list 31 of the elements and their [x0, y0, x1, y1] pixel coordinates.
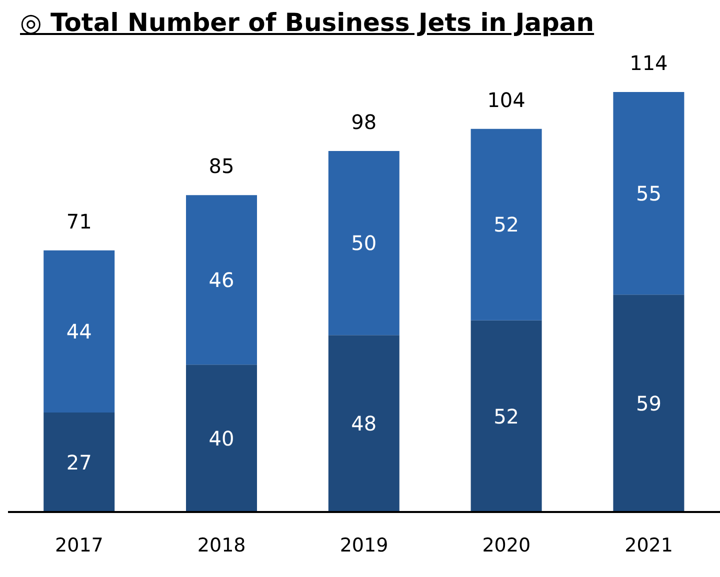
x-tick-label: 2021: [624, 534, 673, 556]
x-tick-label: 2020: [482, 534, 531, 556]
bar: [44, 412, 115, 512]
bar: [613, 92, 684, 295]
x-tick-label: 2018: [197, 534, 246, 556]
data-label: 55: [636, 181, 662, 206]
bar: [186, 364, 257, 512]
data-label: 46: [208, 268, 234, 292]
bar: [328, 335, 400, 512]
bar: [613, 294, 684, 512]
total-label: 98: [351, 110, 377, 134]
total-label: 85: [208, 154, 234, 178]
data-label: 50: [351, 231, 377, 256]
data-label: 44: [66, 320, 92, 344]
data-label: 52: [494, 212, 520, 237]
bar: [186, 195, 257, 365]
x-tick-label: 2017: [55, 534, 104, 556]
bar: [470, 128, 542, 320]
bar: [470, 320, 542, 512]
x-tick-label: 2019: [340, 534, 388, 556]
data-label: 48: [351, 412, 377, 436]
total-label: 71: [66, 209, 92, 234]
total-label: 114: [630, 51, 668, 75]
data-label: 59: [636, 391, 662, 416]
data-label: 27: [66, 450, 92, 474]
bar: [328, 150, 400, 336]
data-label: 52: [494, 404, 520, 428]
chart-title: ◎ Total Number of Business Jets in Japan: [20, 8, 596, 39]
bar: [44, 250, 115, 413]
data-label: 40: [208, 426, 234, 450]
total-label: 104: [487, 88, 526, 112]
